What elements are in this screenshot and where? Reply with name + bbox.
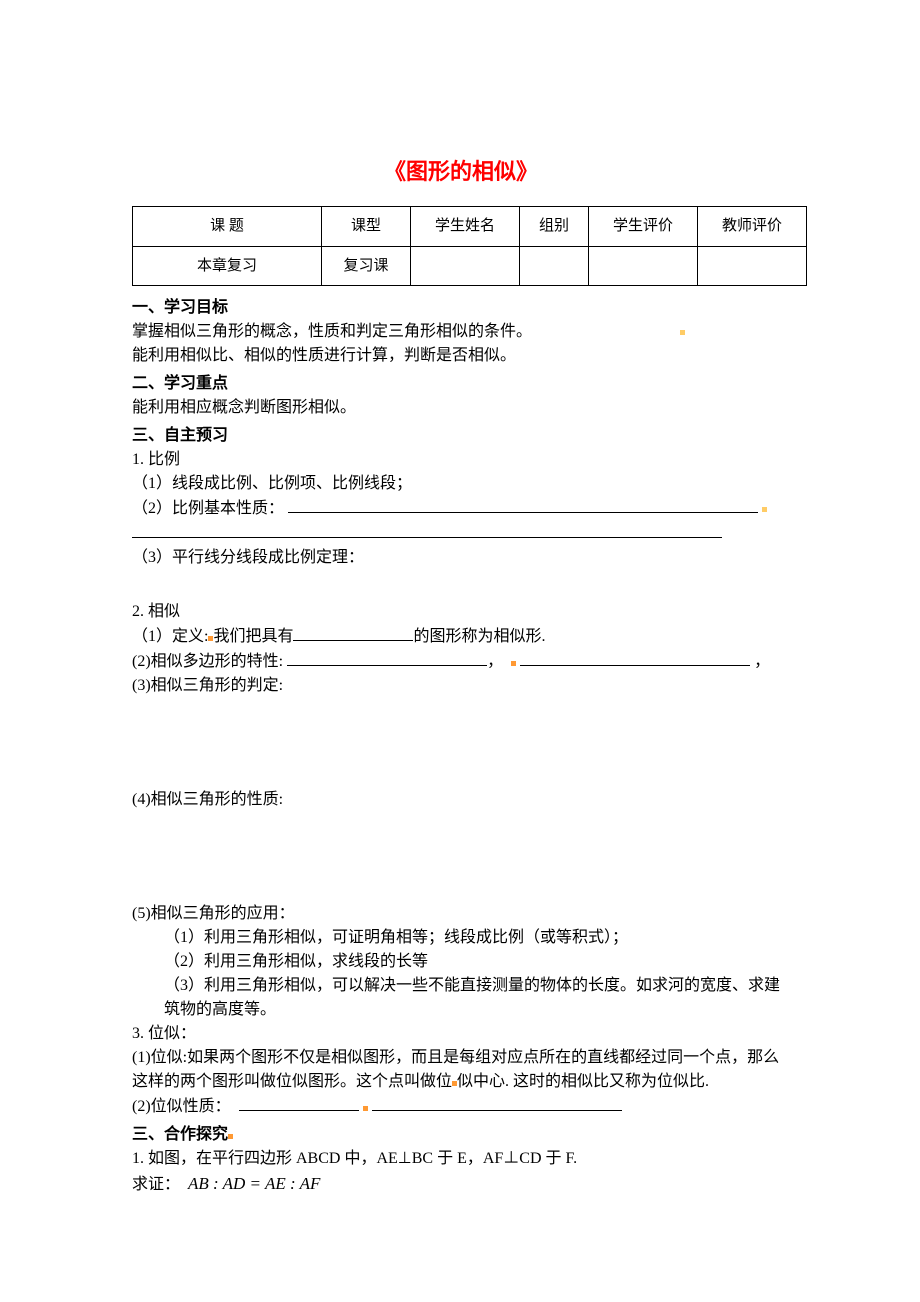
s3-2-5-1: （1）利用三角形相似，可证明角相等；线段成比例（或等积式）；	[132, 926, 790, 950]
th-student-rating: 学生评价	[589, 207, 698, 247]
section-4-head: 三、合作探究	[132, 1123, 790, 1147]
spacer	[132, 812, 790, 902]
accent-dot-icon	[363, 1106, 368, 1111]
s4-line2a: 求证：	[132, 1176, 180, 1193]
s3-3-1: (1)位似:如果两个图形不仅是相似图形，而且是每组对应点所在的直线都经过同一个点…	[132, 1046, 790, 1094]
header-table: 课 题 课型 学生姓名 组别 学生评价 教师评价 本章复习 复习课	[132, 206, 807, 286]
proof-formula: AB : AD = AE : AF	[188, 1174, 320, 1193]
s3-2-1: （1）定义: 我们把具有 的图形称为相似形.	[132, 624, 790, 649]
td-student-rating	[589, 246, 698, 286]
s3-2-3: (3)相似三角形的判定:	[132, 674, 790, 698]
s3-2-2: (2)相似多边形的特性: ， ，	[132, 649, 790, 674]
s3-1-label: 1. 比例	[132, 448, 790, 472]
s2-line1: 能利用相应概念判断图形相似。	[132, 396, 790, 420]
body: 一、学习目标 掌握相似三角形的概念，性质和判定三角形相似的条件。 能利用相似比、…	[132, 296, 790, 1197]
s3-2-label: 2. 相似	[132, 600, 790, 624]
blank-fill	[132, 521, 722, 538]
blank-fill	[287, 649, 487, 666]
td-group	[520, 246, 589, 286]
td-topic: 本章复习	[133, 246, 322, 286]
blank-fill	[288, 496, 758, 513]
s1-line1: 掌握相似三角形的概念，性质和判定三角形相似的条件。	[132, 320, 790, 344]
s3-2-2-text: (2)相似多边形的特性:	[132, 653, 283, 670]
s3-2-5-3: （3）利用三角形相似，可以解决一些不能直接测量的物体的长度。如求河的宽度、求建筑…	[132, 974, 790, 1022]
s1-line1-text: 掌握相似三角形的概念，性质和判定三角形相似的条件。	[132, 323, 532, 340]
th-group: 组别	[520, 207, 589, 247]
blank-fill	[239, 1094, 359, 1111]
s3-1-2-text: （2）比例基本性质：	[132, 500, 284, 517]
worksheet-page: 《图形的相似》 课 题 课型 学生姓名 组别 学生评价 教师评价 本章复习 复习…	[0, 0, 920, 1302]
td-student-name	[411, 246, 520, 286]
accent-dot-icon	[228, 1134, 233, 1139]
section-2-head: 二、学习重点	[132, 372, 790, 396]
table-header-row: 课 题 课型 学生姓名 组别 学生评价 教师评价	[133, 207, 807, 247]
th-type: 课型	[322, 207, 411, 247]
s1-line2: 能利用相似比、相似的性质进行计算，判断是否相似。	[132, 344, 790, 368]
th-topic: 课 题	[133, 207, 322, 247]
section-4-head-text: 三、合作探究	[132, 1126, 228, 1143]
accent-dot-icon	[762, 507, 767, 512]
blank-fill	[520, 649, 750, 666]
s3-3-label: 3. 位似：	[132, 1022, 790, 1046]
accent-dot-icon	[511, 661, 516, 666]
td-type: 复习课	[322, 246, 411, 286]
accent-dot-icon	[680, 330, 685, 335]
th-teacher-rating: 教师评价	[698, 207, 807, 247]
table-row: 本章复习 复习课	[133, 246, 807, 286]
s3-2-5-2: （2）利用三角形相似，求线段的长等	[132, 950, 790, 974]
spacer	[132, 698, 790, 788]
s3-1-3: （3）平行线分线段成比例定理：	[132, 546, 790, 570]
s3-1-1: （1）线段成比例、比例项、比例线段；	[132, 472, 790, 496]
td-teacher-rating	[698, 246, 807, 286]
blank-fill	[293, 624, 413, 641]
blank-full-line	[132, 521, 790, 546]
s3-3-2-text: (2)位似性质：	[132, 1098, 231, 1115]
section-1-head: 一、学习目标	[132, 296, 790, 320]
s3-2-1-b: 我们把具有	[213, 628, 293, 645]
s3-2-4: (4)相似三角形的性质:	[132, 788, 790, 812]
s3-2-1-c: 的图形称为相似形.	[413, 628, 545, 645]
th-student-name: 学生姓名	[411, 207, 520, 247]
s3-3-2: (2)位似性质：	[132, 1094, 790, 1119]
s4-line2: 求证： AB : AD = AE : AF	[132, 1171, 790, 1197]
s4-line1: 1. 如图，在平行四边形 ABCD 中，AE⊥BC 于 E，AF⊥CD 于 F.	[132, 1147, 790, 1171]
spacer	[132, 570, 790, 600]
s3-3-1b: 似中心. 这时的相似比又称为位似比.	[457, 1073, 709, 1090]
document-title: 《图形的相似》	[132, 155, 790, 188]
section-3-head: 三、自主预习	[132, 424, 790, 448]
s3-1-2: （2）比例基本性质：	[132, 496, 790, 521]
s3-2-1-a: （1）定义:	[132, 628, 208, 645]
blank-fill	[372, 1094, 622, 1111]
s3-2-5: (5)相似三角形的应用：	[132, 902, 790, 926]
